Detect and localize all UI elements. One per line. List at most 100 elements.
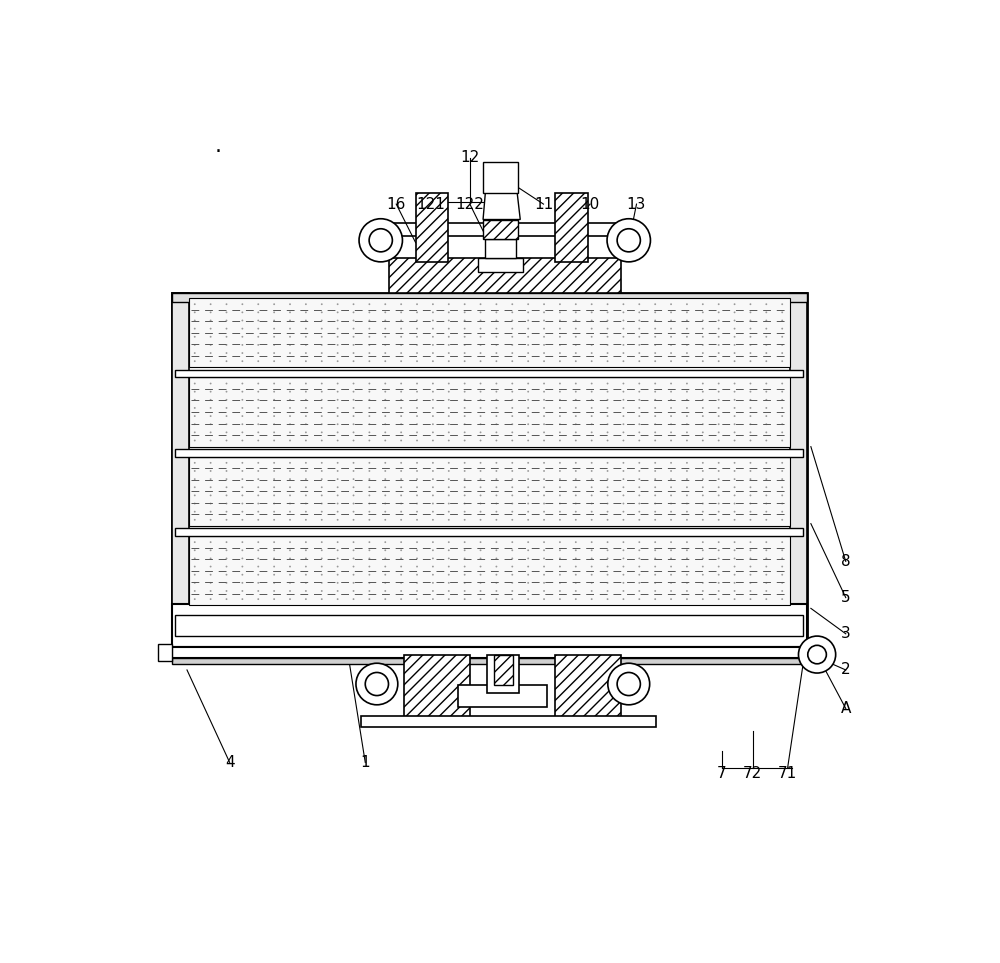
Circle shape (575, 510, 577, 512)
Circle shape (368, 303, 370, 305)
Circle shape (273, 519, 275, 521)
Circle shape (734, 439, 735, 441)
Circle shape (781, 462, 783, 464)
Circle shape (765, 424, 767, 425)
Polygon shape (483, 193, 520, 220)
Circle shape (480, 391, 481, 393)
Circle shape (591, 582, 593, 584)
Circle shape (702, 344, 704, 346)
Circle shape (527, 494, 529, 496)
Circle shape (718, 598, 720, 600)
Circle shape (273, 486, 275, 488)
Circle shape (384, 574, 386, 576)
Circle shape (527, 336, 529, 338)
Circle shape (273, 598, 275, 600)
Circle shape (670, 494, 672, 496)
Circle shape (273, 382, 275, 384)
Circle shape (273, 424, 275, 425)
Circle shape (543, 494, 545, 496)
Circle shape (257, 510, 259, 512)
Circle shape (432, 424, 434, 425)
Circle shape (607, 431, 608, 433)
Circle shape (384, 470, 386, 472)
Circle shape (638, 311, 640, 313)
Circle shape (622, 510, 624, 512)
Circle shape (495, 303, 497, 305)
Circle shape (718, 590, 720, 592)
Circle shape (337, 541, 339, 543)
Circle shape (368, 407, 370, 409)
Circle shape (480, 382, 481, 384)
Circle shape (257, 565, 259, 567)
Circle shape (765, 598, 767, 600)
Circle shape (607, 503, 608, 505)
Circle shape (781, 407, 783, 409)
Circle shape (305, 519, 307, 521)
Circle shape (464, 336, 466, 338)
Circle shape (543, 424, 545, 425)
Circle shape (448, 382, 450, 384)
Circle shape (495, 336, 497, 338)
Circle shape (591, 558, 593, 560)
Circle shape (368, 503, 370, 505)
Circle shape (622, 327, 624, 329)
Circle shape (241, 382, 243, 384)
Circle shape (400, 352, 402, 354)
Circle shape (543, 407, 545, 409)
Circle shape (241, 311, 243, 313)
Circle shape (226, 486, 227, 488)
Circle shape (241, 336, 243, 338)
Circle shape (622, 399, 624, 401)
Circle shape (654, 598, 656, 600)
Circle shape (575, 360, 577, 362)
Circle shape (591, 336, 593, 338)
Circle shape (559, 360, 561, 362)
Circle shape (495, 424, 497, 425)
Circle shape (305, 565, 307, 567)
Circle shape (368, 431, 370, 433)
Circle shape (638, 574, 640, 576)
Circle shape (781, 582, 783, 584)
Circle shape (273, 391, 275, 393)
Circle shape (416, 360, 418, 362)
Circle shape (210, 439, 212, 441)
Text: 72: 72 (743, 767, 762, 781)
Circle shape (416, 391, 418, 393)
Circle shape (194, 303, 196, 305)
Circle shape (305, 598, 307, 600)
Circle shape (480, 407, 481, 409)
Circle shape (480, 486, 481, 488)
Circle shape (464, 494, 466, 496)
Bar (172, 293, 807, 647)
Circle shape (654, 541, 656, 543)
Circle shape (559, 424, 561, 425)
Circle shape (257, 439, 259, 441)
Circle shape (257, 311, 259, 313)
Circle shape (359, 219, 402, 262)
Circle shape (210, 327, 212, 329)
Circle shape (654, 415, 656, 417)
Circle shape (321, 407, 323, 409)
Circle shape (448, 565, 450, 567)
Circle shape (432, 519, 434, 521)
Circle shape (559, 470, 561, 472)
Circle shape (210, 382, 212, 384)
Circle shape (305, 462, 307, 464)
Circle shape (273, 327, 275, 329)
Circle shape (798, 637, 836, 673)
Circle shape (607, 311, 608, 313)
Circle shape (670, 462, 672, 464)
Circle shape (686, 503, 688, 505)
Circle shape (495, 462, 497, 464)
Circle shape (734, 415, 735, 417)
Circle shape (337, 352, 339, 354)
Circle shape (305, 431, 307, 433)
Circle shape (559, 415, 561, 417)
Circle shape (495, 574, 497, 576)
Circle shape (495, 519, 497, 521)
Bar (483, 162, 518, 193)
Circle shape (718, 565, 720, 567)
Circle shape (511, 415, 513, 417)
Circle shape (670, 311, 672, 313)
Circle shape (337, 399, 339, 401)
